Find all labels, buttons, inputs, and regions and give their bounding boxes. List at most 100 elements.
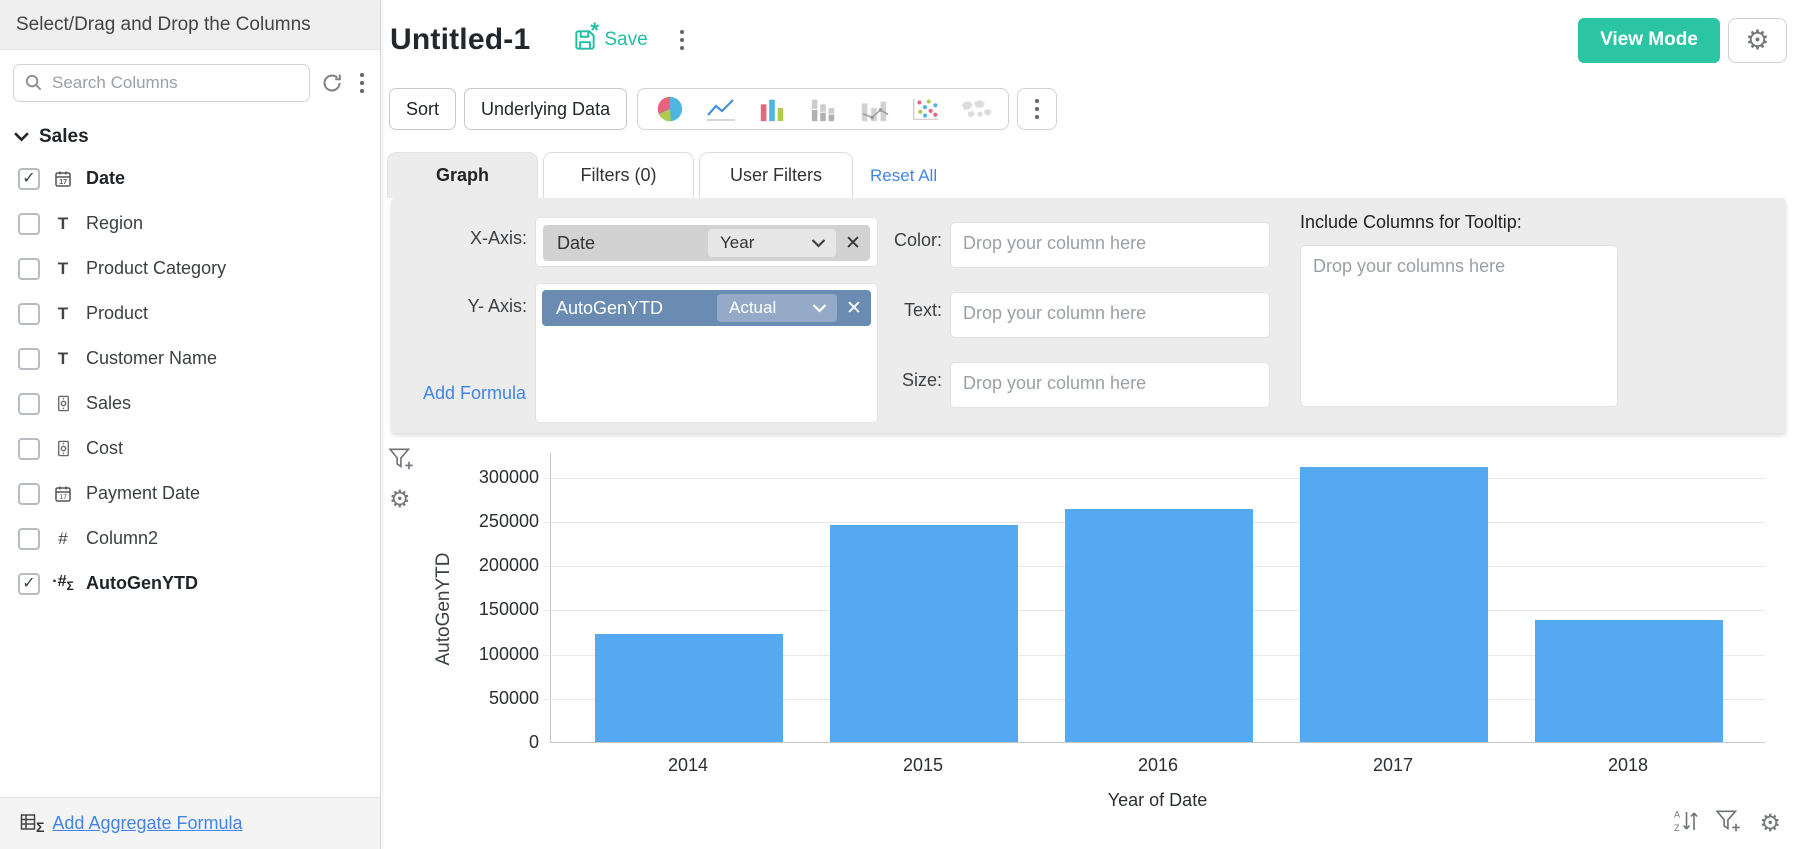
chart-corner-tools: A Z ⚙ xyxy=(1673,808,1781,839)
bar-2017[interactable] xyxy=(1300,467,1488,742)
stacked-bar-chart-icon[interactable] xyxy=(807,96,839,122)
column-item-product[interactable]: T Product xyxy=(0,291,380,336)
bar-chart: ⚙ AutoGenYTD 0 50000 100000 150000 200000 250… xyxy=(382,440,1803,849)
checkbox[interactable] xyxy=(18,392,40,415)
checkbox[interactable] xyxy=(18,572,40,595)
checkbox[interactable] xyxy=(18,167,40,190)
pie-chart-icon[interactable] xyxy=(654,96,686,122)
view-mode-button[interactable]: View Mode xyxy=(1578,17,1720,63)
save-label: Save xyxy=(604,29,648,50)
map-chart-icon[interactable] xyxy=(960,96,992,122)
y-axis-function-value: Actual xyxy=(729,298,777,317)
checkbox[interactable] xyxy=(18,212,40,235)
checkbox[interactable] xyxy=(18,527,40,550)
table-group-label: Sales xyxy=(39,126,89,147)
size-dropzone[interactable]: Drop your column here xyxy=(950,362,1270,408)
save-icon: * xyxy=(572,18,599,53)
checkbox[interactable] xyxy=(18,302,40,325)
y-axis-function-dropdown[interactable]: Actual xyxy=(717,294,837,322)
y-axis-tick-label: 200000 xyxy=(478,555,539,576)
table-group-sales[interactable]: Sales xyxy=(14,126,380,148)
search-input[interactable] xyxy=(13,64,310,102)
sort-button[interactable]: Sort xyxy=(389,88,457,130)
add-filter-icon[interactable] xyxy=(1715,808,1743,839)
column-item-region[interactable]: T Region xyxy=(0,201,380,246)
reset-all-link[interactable]: Reset All xyxy=(870,166,938,185)
gridline xyxy=(543,477,1765,479)
x-axis-tick-label: 2015 xyxy=(902,755,944,775)
x-axis-title: Year of Date xyxy=(1107,790,1208,810)
y-axis-tick-label: 100000 xyxy=(478,643,539,664)
x-axis-tick-label: 2014 xyxy=(667,755,709,775)
column-item-product-category[interactable]: T Product Category xyxy=(0,246,380,291)
bar-2014[interactable] xyxy=(595,634,783,742)
size-placeholder: Drop your column here xyxy=(963,373,1147,393)
tab-user-filters[interactable]: User Filters xyxy=(699,152,854,198)
report-title[interactable]: Untitled-1 xyxy=(390,23,531,56)
sort-az-icon[interactable]: A Z xyxy=(1673,808,1699,839)
chart-settings-icon[interactable]: ⚙ xyxy=(389,486,411,513)
column-item-autogenytd[interactable]: ·#Σ AutoGenYTD xyxy=(0,561,380,606)
main-area: Untitled-1 * Save View Mode ⚙ Sort xyxy=(382,0,1803,849)
text-dropzone[interactable]: Drop your column here xyxy=(950,292,1270,338)
add-formula-link[interactable]: Add Formula xyxy=(423,383,527,403)
search-icon xyxy=(24,73,43,97)
tooltip-placeholder: Drop your columns here xyxy=(1313,256,1506,276)
y-axis-tick-label: 150000 xyxy=(478,599,539,620)
column-item-customer-name[interactable]: T Customer Name xyxy=(0,336,380,381)
y-axis-tick-label: 0 xyxy=(528,732,539,752)
bar-2015[interactable] xyxy=(830,525,1018,742)
y-axis-tick-label: 50000 xyxy=(488,687,539,708)
unsaved-indicator: * xyxy=(590,18,599,43)
x-axis-dropzone[interactable]: Date Year ✕ xyxy=(535,217,878,267)
checkbox[interactable] xyxy=(18,482,40,505)
column-item-date[interactable]: 17 Date xyxy=(0,156,380,201)
column-item-cost[interactable]: Cost xyxy=(0,426,380,471)
add-filter-icon[interactable] xyxy=(388,446,416,477)
tooltip-dropzone[interactable]: Drop your columns here xyxy=(1300,245,1618,407)
y-axis-column: AutoGenYTD xyxy=(556,297,664,318)
underlying-data-button[interactable]: Underlying Data xyxy=(464,88,628,130)
report-more-menu-icon[interactable] xyxy=(674,26,690,54)
text-type-icon: T xyxy=(57,303,69,323)
save-button[interactable]: * Save xyxy=(572,18,648,53)
column-item-payment-date[interactable]: 17 Payment Date xyxy=(0,471,380,516)
x-axis-remove-icon[interactable]: ✕ xyxy=(845,232,861,254)
column-item-column2[interactable]: # Column2 xyxy=(0,516,380,561)
tab-filters-0[interactable]: Filters (0) xyxy=(543,152,694,198)
scatter-chart-icon[interactable] xyxy=(909,96,941,122)
bar-chart-icon[interactable] xyxy=(756,96,788,122)
tab-graph[interactable]: Graph xyxy=(387,152,538,198)
chart-settings-icon[interactable]: ⚙ xyxy=(1759,809,1781,837)
checkbox[interactable] xyxy=(18,437,40,460)
column-label: Sales xyxy=(86,393,132,413)
y-axis-dropzone[interactable]: AutoGenYTD Actual ✕ xyxy=(535,283,878,423)
sidebar-more-menu-icon[interactable] xyxy=(354,69,370,97)
column-label: Date xyxy=(86,168,126,188)
bar-2016[interactable] xyxy=(1065,508,1253,742)
formula-type-icon: ·#Σ xyxy=(52,573,74,594)
y-axis-remove-icon[interactable]: ✕ xyxy=(846,297,862,319)
y-axis-pill[interactable]: AutoGenYTD Actual ✕ xyxy=(542,290,871,326)
color-dropzone[interactable]: Drop your column here xyxy=(950,222,1270,268)
x-axis-tick-label: 2018 xyxy=(1607,755,1649,775)
column-item-sales[interactable]: Sales xyxy=(0,381,380,426)
sidebar-header: Select/Drag and Drop the Columns xyxy=(0,0,380,50)
bar-2018[interactable] xyxy=(1535,620,1723,742)
x-axis-column: Date xyxy=(557,232,596,253)
x-axis-pill[interactable]: Date Year ✕ xyxy=(543,225,870,261)
x-axis-function-dropdown[interactable]: Year xyxy=(708,229,836,257)
svg-text:Z: Z xyxy=(1674,823,1680,833)
date-type-icon: 17 xyxy=(51,484,75,504)
add-aggregate-formula-link[interactable]: Add Aggregate Formula xyxy=(52,813,243,833)
line-chart-icon[interactable] xyxy=(705,96,737,122)
x-axis-tick-labels: 2014 2015 2016 2017 2018 xyxy=(594,755,1722,776)
more-chart-types-icon[interactable] xyxy=(1017,88,1058,130)
checkbox[interactable] xyxy=(18,347,40,370)
settings-button[interactable]: ⚙ xyxy=(1728,17,1787,63)
combo-chart-icon[interactable] xyxy=(858,96,890,122)
checkbox[interactable] xyxy=(18,257,40,280)
refresh-icon[interactable] xyxy=(320,71,344,95)
column-label: AutoGenYTD xyxy=(86,573,198,593)
